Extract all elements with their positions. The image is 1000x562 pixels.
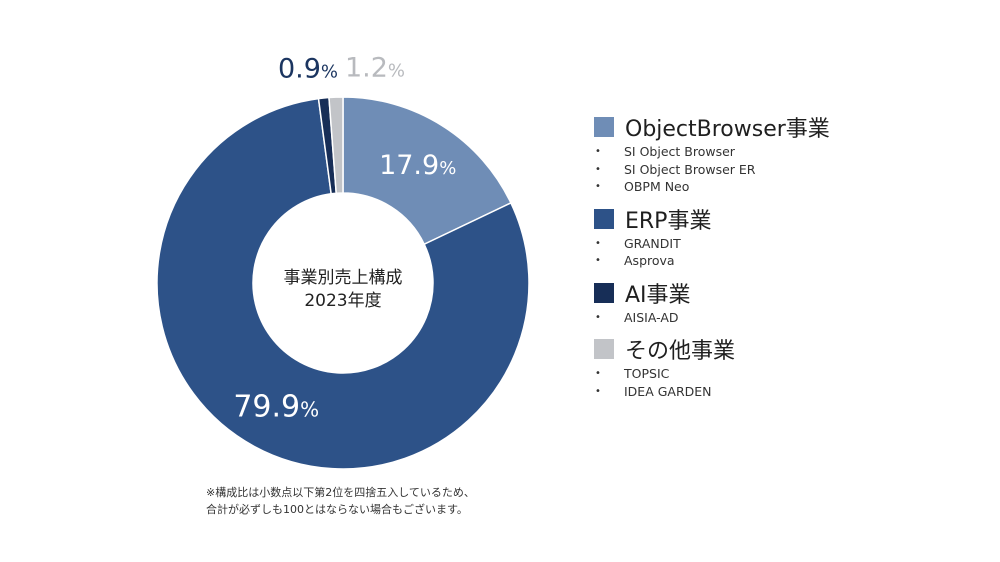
legend-swatch — [594, 208, 614, 229]
legend-category-header: ObjectBrowser事業 — [594, 112, 994, 142]
slice-value-percent: % — [321, 62, 338, 83]
legend-category-title: ObjectBrowser事業 — [625, 117, 830, 142]
slice-value-percent: % — [388, 61, 405, 82]
slice-value-number: 17.9 — [379, 150, 439, 181]
legend-swatch — [594, 282, 614, 303]
slice-value-label: 17.9% — [379, 150, 456, 181]
legend-item-list: GRANDITAsprova — [594, 235, 994, 270]
legend-category: その他事業TOPSICIDEA GARDEN — [594, 334, 994, 400]
footnote-line-2: 合計が必ずしも100とはならない場合もございます。 — [206, 503, 468, 516]
legend-item: GRANDIT — [594, 235, 994, 253]
legend-item: AISIA-AD — [594, 309, 994, 327]
legend-category-title: ERP事業 — [625, 208, 712, 234]
legend-category-header: ERP事業 — [594, 204, 994, 234]
slice-value-number: 0.9 — [278, 54, 321, 85]
slice-value-label: 1.2% — [345, 53, 405, 84]
legend-item: IDEA GARDEN — [594, 383, 994, 401]
legend-swatch — [594, 117, 614, 137]
legend-category: AI事業AISIA-AD — [594, 278, 994, 327]
legend-category-header: その他事業 — [594, 334, 994, 364]
legend-category-title: AI事業 — [625, 282, 691, 308]
slice-value-percent: % — [439, 158, 456, 179]
slice-value-number: 79.9 — [233, 390, 300, 425]
slice-value-label: 0.9% — [278, 54, 338, 85]
legend-item: SI Object Browser — [594, 143, 994, 161]
legend-item: OBPM Neo — [594, 178, 994, 196]
legend-item-list: SI Object BrowserSI Object Browser EROBP… — [594, 143, 994, 196]
legend-item-list: TOPSICIDEA GARDEN — [594, 365, 994, 400]
slice-labels: 17.9%79.9%0.9% 1.2% — [233, 53, 456, 425]
slice-value-label: 79.9% — [233, 390, 319, 425]
center-title-line2: 2023年度 — [304, 291, 381, 311]
center-title-line1: 事業別売上構成 — [284, 268, 403, 288]
legend-item: SI Object Browser ER — [594, 161, 994, 179]
slice-value-number: 1.2 — [345, 53, 388, 84]
legend-category-title: その他事業 — [625, 339, 736, 364]
footnote-line-1: ※構成比は小数点以下第2位を四捨五入しているため、 — [206, 486, 475, 499]
donut-slices — [156, 96, 530, 470]
slice-value-percent: % — [300, 398, 319, 422]
legend-item: TOPSIC — [594, 365, 994, 383]
legend-item-list: AISIA-AD — [594, 309, 994, 327]
legend-category-header: AI事業 — [594, 278, 994, 308]
legend-category: ERP事業GRANDITAsprova — [594, 204, 994, 270]
slice-1 — [342, 96, 512, 246]
legend: ObjectBrowser事業SI Object BrowserSI Objec… — [594, 112, 994, 408]
slice-2 — [156, 97, 530, 470]
legend-item: Asprova — [594, 252, 994, 270]
legend-category: ObjectBrowser事業SI Object BrowserSI Objec… — [594, 112, 994, 196]
footnote: ※構成比は小数点以下第2位を四捨五入しているため、 合計が必ずしも100とはなら… — [206, 484, 475, 518]
slice-4 — [328, 96, 344, 195]
legend-swatch — [594, 339, 614, 359]
